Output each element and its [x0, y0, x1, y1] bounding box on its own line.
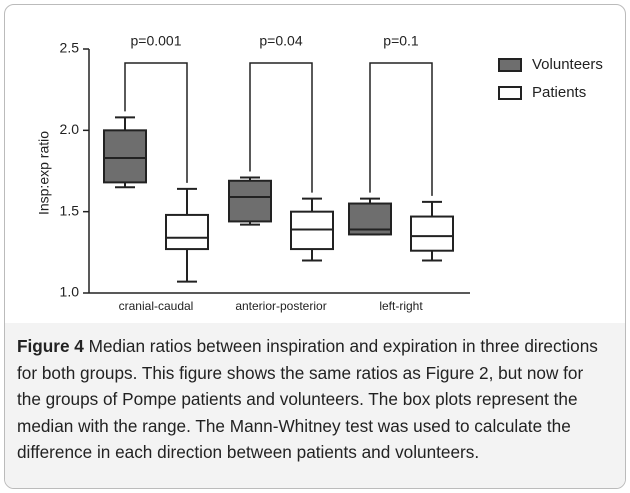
legend-label: Patients: [532, 84, 586, 101]
x-tick-label: left-right: [379, 299, 423, 313]
x-tick-label: cranial-caudal: [119, 299, 194, 313]
caption: Figure 4 Median ratios between inspirati…: [5, 323, 625, 488]
y-tick-label: 2.0: [60, 121, 80, 137]
significance-bracket: [124, 62, 188, 183]
y-tick-label: 2.5: [60, 40, 80, 56]
box: [228, 179, 272, 223]
box: [410, 215, 454, 252]
box: [103, 129, 147, 184]
legend-swatch: [498, 86, 522, 100]
chart: Insp:exp ratio 1.0 1.5 2.0 2.5 cranial-cauda…: [36, 33, 603, 313]
caption-label: Figure 4: [17, 336, 84, 356]
legend-label: Volunteers: [532, 56, 603, 73]
y-tick-label: 1.0: [60, 284, 80, 300]
caption-text: Median ratios between inspiration and ex…: [17, 336, 598, 462]
annotation: p=0.04: [259, 33, 302, 49]
significance-bracket: [249, 62, 313, 193]
significance-bracket: [369, 62, 433, 196]
y-tick-label: 1.5: [60, 202, 80, 218]
x-tick-label: anterior-posterior: [235, 299, 326, 313]
box: [165, 213, 209, 251]
y-axis-label: Insp:exp ratio: [36, 131, 52, 215]
figure: Insp:exp ratio 1.0 1.5 2.0 2.5 cranial-cauda…: [4, 4, 626, 489]
annotation: p=0.001: [131, 33, 182, 49]
legend-swatch: [498, 58, 522, 72]
annotation: p=0.1: [383, 33, 419, 49]
